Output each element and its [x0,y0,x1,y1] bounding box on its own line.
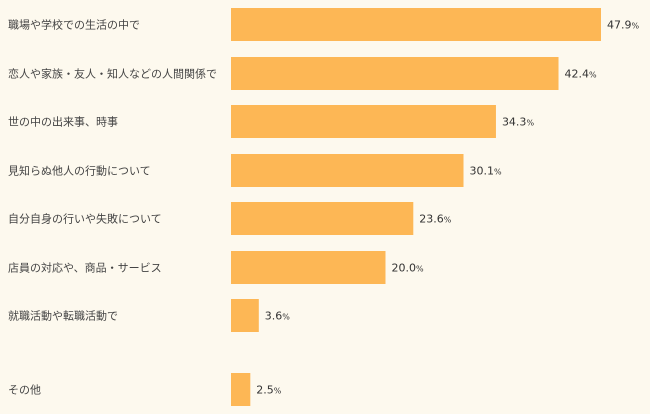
data-label-unit: % [282,313,290,322]
bar [231,299,259,332]
data-label: 3.6% [265,310,291,323]
data-label: 34.3% [502,116,535,129]
data-label-value: 47.9 [607,19,632,32]
category-label: 恋人や家族・友人・知人などの人間関係で [8,67,217,81]
category-label: 世の中の出来事、時事 [8,115,118,129]
data-label-value: 34.3 [502,116,527,129]
data-label-value: 20.0 [391,262,416,275]
data-label: 42.4% [565,68,598,81]
data-label-unit: % [274,387,282,396]
data-label-value: 2.5 [256,384,274,397]
data-label: 20.0% [391,262,424,275]
data-label: 23.6% [419,213,452,226]
category-label: 見知らぬ他人の行動について [8,164,151,178]
data-label-unit: % [526,119,534,128]
data-label-unit: % [444,216,452,225]
category-label: その他 [8,384,41,397]
data-label: 47.9% [607,19,640,32]
data-label-unit: % [494,168,502,177]
category-label: 就職活動や転職活動で [8,309,118,323]
data-label-unit: % [589,71,597,80]
data-label-value: 3.6 [265,310,283,323]
data-label-unit: % [416,265,424,274]
data-label-value: 23.6 [419,213,444,226]
bar [231,202,414,235]
bar [231,105,496,138]
bar [231,154,464,187]
bar [231,373,251,406]
data-label-value: 42.4 [565,68,590,81]
category-label: 自分自身の行いや失敗について [8,212,162,226]
category-label: 店員の対応や、商品・サービス [8,261,162,275]
data-label-unit: % [632,22,640,31]
data-label: 2.5% [256,384,282,397]
bar [231,8,601,41]
category-label: 職場や学校での生活の中で [8,18,140,32]
bar [231,251,386,284]
data-label-value: 30.1 [470,165,495,178]
bar [231,57,559,90]
data-label: 30.1% [470,165,503,178]
